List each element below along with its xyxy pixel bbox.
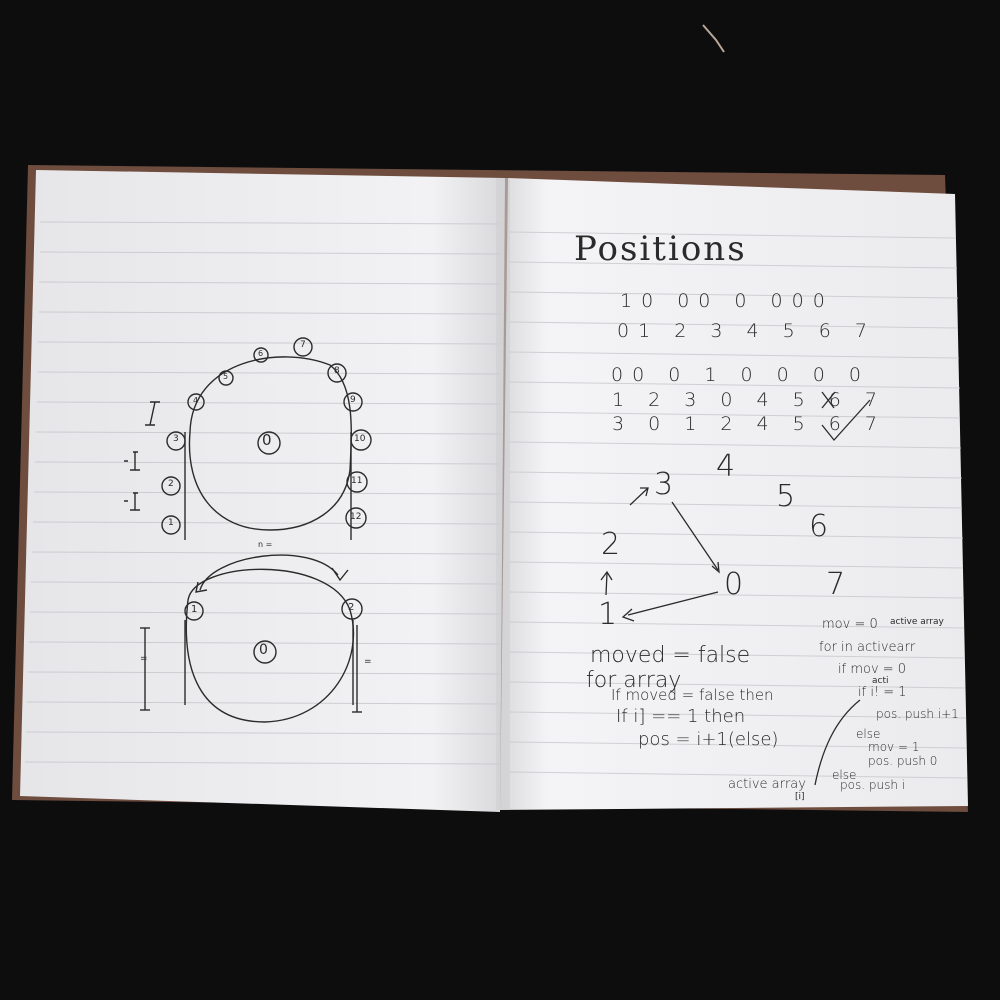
code-else-2: else xyxy=(832,768,857,782)
position-row-2: 01 2 3 4 5 6 7 xyxy=(617,320,876,342)
code-pos-push-0: pos. push 0 xyxy=(868,754,938,768)
position-row-1: 10 00 0 000 xyxy=(620,290,834,312)
code-active-array: active array xyxy=(728,777,806,792)
top-num-3: 3 xyxy=(173,434,179,444)
graph-node-4: 4 xyxy=(716,449,736,484)
bottom-mark-left: = xyxy=(140,654,148,664)
position-row-3: 00 0 1 0 0 0 0 xyxy=(611,364,870,386)
bottom-num-2: 2 xyxy=(348,602,355,613)
top-num-2: 2 xyxy=(168,479,174,489)
left-page xyxy=(20,170,505,812)
code-mov-1: mov = 1 xyxy=(868,740,920,754)
page-title: Positions xyxy=(574,229,747,269)
code-if-i-not-1: if i! = 1 xyxy=(858,685,907,700)
bottom-circle-center: 0 xyxy=(259,642,268,658)
top-num-5: 5 xyxy=(223,372,229,381)
top-num-8: 8 xyxy=(334,366,340,376)
code-moved-false: moved = false xyxy=(590,643,751,668)
graph-node-7: 7 xyxy=(826,567,846,602)
bottom-label: n = xyxy=(258,540,273,549)
left-top-diagram xyxy=(124,337,372,540)
top-num-10: 10 xyxy=(354,434,366,444)
code-acti-note: acti xyxy=(872,676,889,686)
top-num-12: 12 xyxy=(350,512,362,522)
graph-node-5: 5 xyxy=(776,479,796,514)
graph-node-6: 6 xyxy=(809,509,829,544)
graph-node-2: 2 xyxy=(601,527,621,562)
graph-node-0: 0 xyxy=(724,567,744,602)
code-if-mov-0: if mov = 0 xyxy=(838,662,907,677)
code-for-in-activearr: for in activearr xyxy=(819,640,916,655)
top-num-6: 6 xyxy=(258,349,264,358)
right-ruled-lines xyxy=(509,231,968,779)
position-row-4: 1 2 3 0 4 5 6 7 xyxy=(612,389,886,411)
graph-node-1: 1 xyxy=(598,597,618,632)
bottom-mark-right: = xyxy=(364,657,372,667)
code-else-1: else xyxy=(856,727,881,741)
left-bottom-diagram xyxy=(140,554,363,723)
top-num-9: 9 xyxy=(350,395,356,405)
code-for-array: for array xyxy=(586,668,682,693)
top-circle-center: 0 xyxy=(262,431,272,449)
graph-arrows xyxy=(600,391,871,786)
code-pos-push-i1: pos. push i+1 xyxy=(876,707,959,721)
top-num-11: 11 xyxy=(351,476,363,486)
code-if-moved: If moved = false then xyxy=(611,686,774,704)
code-active-array-note: active array xyxy=(890,617,944,627)
top-num-7: 7 xyxy=(300,340,306,350)
bottom-num-1: 1 xyxy=(191,604,198,615)
left-ruled-lines xyxy=(24,221,501,765)
code-mov-0: mov = 0 xyxy=(822,617,878,632)
right-page xyxy=(500,178,968,810)
top-num-4: 4 xyxy=(193,396,199,405)
code-if-i: If i] == 1 then xyxy=(616,706,746,727)
code-pos-push-i: pos. push i xyxy=(840,778,906,792)
top-num-1: 1 xyxy=(168,518,174,528)
graph-node-3: 3 xyxy=(654,467,674,502)
code-pos-assign: pos = i+1(else) xyxy=(638,729,779,750)
position-row-5: 3 0 1 2 4 5 6 7 xyxy=(612,413,886,435)
code-index-i: [i] xyxy=(795,792,805,802)
